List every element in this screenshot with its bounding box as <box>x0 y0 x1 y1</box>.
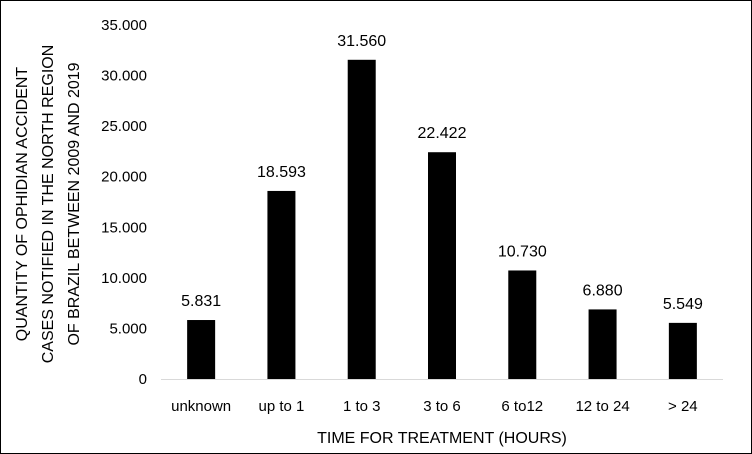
bar <box>588 309 617 379</box>
data-labels: 5.831 18.593 31.560 22.422 10.730 6.880 5.549 <box>181 33 703 313</box>
x-tick-label: 6 to12 <box>501 398 543 415</box>
bar <box>347 59 376 379</box>
y-tick-label: 0 <box>139 371 147 388</box>
x-tick-label: 3 to 6 <box>423 398 461 415</box>
data-label: 22.422 <box>418 125 467 142</box>
y-axis-ticks: 0 5.000 10.000 15.000 20.000 25.000 30.000 35.0… <box>101 17 147 388</box>
x-axis-ticks: unknown up to 1 1 to 3 3 to 6 6 to12 12 to 24… <box>171 398 698 415</box>
x-tick-label: > 24 <box>668 398 698 415</box>
y-tick-label: 20.000 <box>101 169 147 186</box>
x-tick-label: 12 to 24 <box>575 398 629 415</box>
data-label: 31.560 <box>337 33 386 50</box>
x-tick-label: up to 1 <box>258 398 304 415</box>
bar <box>508 270 537 379</box>
data-label: 18.593 <box>257 164 306 181</box>
y-axis-title-line: QUANTITY OF OPHIDIAN ACCIDENT <box>14 67 31 342</box>
bars <box>187 59 697 379</box>
bar <box>428 152 456 379</box>
y-axis-title: QUANTITY OF OPHIDIAN ACCIDENT CASES NOTIF… <box>14 45 83 364</box>
y-tick-label: 5.000 <box>109 320 147 337</box>
data-label: 5.831 <box>181 293 221 310</box>
y-tick-label: 10.000 <box>101 270 147 287</box>
y-tick-label: 30.000 <box>101 68 147 85</box>
y-axis-title-line: CASES NOTIFIED IN THE NORTH REGION <box>40 45 57 364</box>
bar <box>187 320 216 379</box>
y-tick-label: 35.000 <box>101 17 147 34</box>
y-tick-label: 25.000 <box>101 118 147 135</box>
x-axis-title: TIME FOR TREATMENT (HOURS) <box>317 430 567 447</box>
bar <box>668 322 697 379</box>
data-label: 10.730 <box>498 243 547 260</box>
y-tick-label: 15.000 <box>101 219 147 236</box>
x-tick-label: 1 to 3 <box>343 398 381 415</box>
data-label: 6.880 <box>583 282 623 299</box>
y-axis-title-line: OF BRAZIL BETWEEN 2009 AND 2019 <box>66 62 83 345</box>
bar <box>267 190 296 379</box>
x-tick-label: unknown <box>171 398 231 415</box>
data-label: 5.549 <box>663 296 703 313</box>
